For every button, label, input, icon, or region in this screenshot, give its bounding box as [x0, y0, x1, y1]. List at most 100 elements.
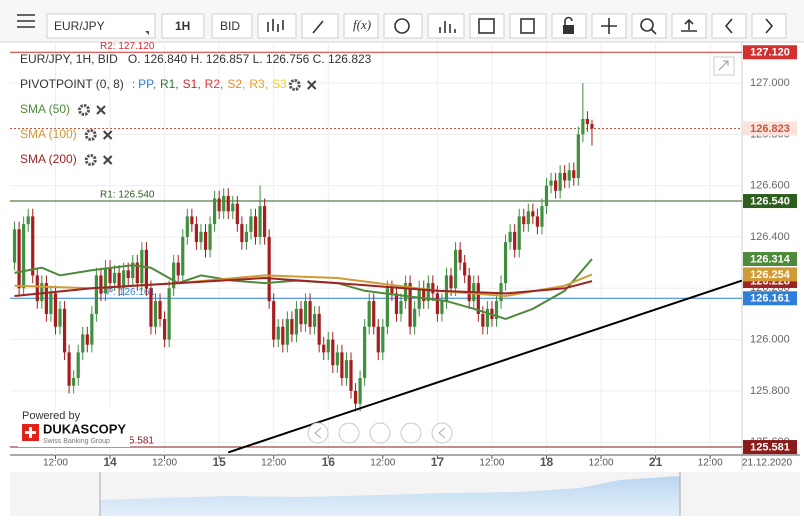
icon: [267, 19, 284, 32]
candle-body: [35, 275, 39, 302]
sma-line: [14, 258, 593, 321]
chart-type-button[interactable]: [257, 13, 297, 39]
candle-body: [226, 195, 230, 212]
candle-body: [167, 288, 171, 340]
zoom-button[interactable]: [631, 13, 667, 39]
candle-body: [158, 301, 162, 320]
candle-body: [181, 236, 185, 276]
icon: [640, 18, 654, 32]
candle-body: [585, 118, 590, 125]
settings-icon[interactable]: [288, 79, 301, 91]
candle-body: [31, 216, 35, 276]
candle-body: [44, 283, 48, 314]
icon: [718, 60, 729, 71]
candle-body: [540, 206, 544, 227]
upload-button[interactable]: [671, 13, 707, 39]
pivot-legend-item: R1,: [160, 77, 179, 91]
x-tick-label: 12:00: [589, 458, 614, 469]
candle-body: [144, 249, 148, 289]
candle-body: [117, 272, 121, 289]
icon: [681, 18, 697, 32]
nav-left[interactable]: [307, 422, 329, 444]
candle-body: [194, 224, 199, 243]
candle-body: [90, 313, 94, 345]
settings-icon[interactable]: [84, 129, 97, 141]
price-axis: 125.600125.800126.000126.200126.400126.6…: [743, 45, 797, 455]
sma-line: [14, 276, 593, 297]
popout-button[interactable]: [713, 56, 735, 76]
nav-reset[interactable]: [369, 422, 391, 444]
candle-body: [444, 275, 449, 302]
candle-body: [349, 360, 353, 391]
menu-button[interactable]: [17, 14, 35, 28]
pivot-legend-item: S3: [272, 77, 287, 91]
navigator-area: [100, 476, 680, 516]
icon: [312, 20, 324, 34]
nav-zoom-in[interactable]: [400, 422, 422, 444]
candle-body: [408, 283, 412, 327]
pivot-axis-label-bg: [743, 440, 797, 455]
candle-body: [367, 301, 371, 327]
candle-body: [308, 301, 312, 327]
candle-body: [26, 216, 30, 225]
candle-body: [422, 288, 426, 302]
candle-body: [440, 301, 444, 314]
candle-body: [535, 216, 540, 227]
sma-axis-label: 126.314: [750, 253, 791, 265]
nav-right[interactable]: [431, 422, 453, 444]
side-box[interactable]: [211, 13, 253, 39]
pivot-legend-lead: :: [132, 77, 135, 91]
symbol-box[interactable]: [46, 13, 156, 39]
remove-icon[interactable]: [102, 130, 113, 140]
news-button[interactable]: [509, 13, 547, 39]
settings-icon[interactable]: [78, 104, 91, 116]
icon: [765, 18, 774, 34]
dropdown: [145, 31, 149, 35]
function-button[interactable]: [343, 13, 379, 39]
date-label: 21.12.2020: [742, 458, 792, 469]
remove-icon[interactable]: [96, 105, 106, 115]
candle-body: [281, 326, 285, 345]
candle-body: [335, 352, 339, 366]
candle-body: [517, 216, 521, 250]
x-tick-label: 17: [431, 455, 445, 469]
remove-icon[interactable]: [307, 80, 317, 90]
settings-icon[interactable]: [84, 154, 97, 166]
candle-body: [185, 216, 189, 237]
info-button[interactable]: [383, 13, 423, 39]
pivot-axis-label-bg: [743, 194, 797, 209]
candle-body: [249, 216, 253, 232]
icon: [439, 21, 456, 33]
y-tick-label: 127.000: [750, 77, 790, 89]
pivot-axis-label: 126.540: [750, 195, 790, 207]
candle-body: [358, 378, 362, 404]
candle-body: [331, 339, 335, 366]
draw-button[interactable]: [301, 13, 339, 39]
candle-body: [135, 262, 139, 284]
x-tick-label: 15: [212, 455, 226, 469]
candle-body: [222, 195, 226, 212]
y-tick-label: 125.800: [750, 385, 790, 397]
period-box[interactable]: [161, 13, 205, 39]
candle-body: [508, 231, 512, 243]
x-tick-label: 12:00: [152, 458, 177, 469]
overlay: Powered by DUKASCOPY Swiss Banking Group…: [18, 52, 735, 447]
candle-body: [590, 124, 594, 129]
candle-body: [72, 378, 76, 386]
candle-body: [363, 326, 367, 379]
volume-button[interactable]: [427, 13, 465, 39]
candle-body: [217, 198, 221, 212]
prev-button[interactable]: [711, 13, 747, 39]
remove-icon[interactable]: [102, 155, 113, 165]
candle-body: [572, 170, 576, 178]
nav-zoom-out[interactable]: [338, 422, 360, 444]
candle-body: [353, 390, 358, 404]
next-button[interactable]: [751, 13, 787, 39]
candle-body: [276, 326, 280, 340]
pivot-axis-label: 125.581: [750, 441, 790, 453]
candle-body: [413, 308, 417, 327]
pivot-legend-item: R3,: [249, 77, 268, 91]
calendar-button[interactable]: [469, 13, 505, 39]
candle-body: [322, 344, 326, 353]
